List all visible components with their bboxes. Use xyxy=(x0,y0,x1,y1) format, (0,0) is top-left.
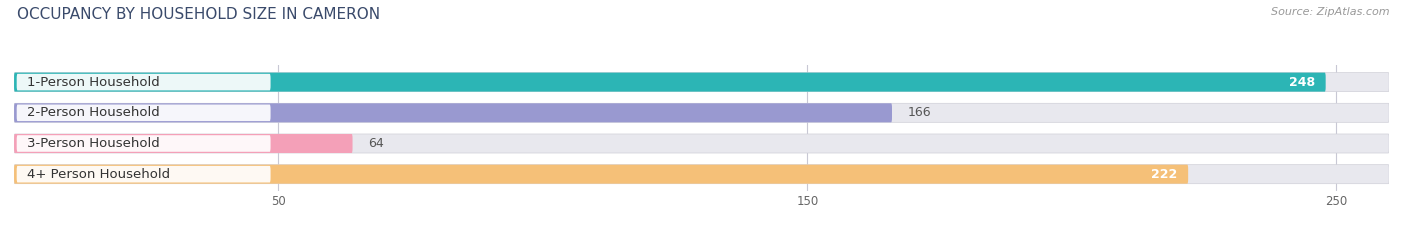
FancyBboxPatch shape xyxy=(17,74,270,90)
FancyBboxPatch shape xyxy=(14,103,891,122)
Text: 4+ Person Household: 4+ Person Household xyxy=(27,168,170,181)
Text: 64: 64 xyxy=(368,137,384,150)
Text: Source: ZipAtlas.com: Source: ZipAtlas.com xyxy=(1271,7,1389,17)
FancyBboxPatch shape xyxy=(14,73,1389,92)
Text: 2-Person Household: 2-Person Household xyxy=(27,106,160,119)
FancyBboxPatch shape xyxy=(17,166,270,182)
FancyBboxPatch shape xyxy=(14,134,353,153)
Text: 222: 222 xyxy=(1152,168,1178,181)
Text: 248: 248 xyxy=(1289,76,1315,89)
FancyBboxPatch shape xyxy=(14,73,1326,92)
Text: 1-Person Household: 1-Person Household xyxy=(27,76,160,89)
FancyBboxPatch shape xyxy=(17,135,270,152)
FancyBboxPatch shape xyxy=(14,134,1389,153)
Text: OCCUPANCY BY HOUSEHOLD SIZE IN CAMERON: OCCUPANCY BY HOUSEHOLD SIZE IN CAMERON xyxy=(17,7,380,22)
FancyBboxPatch shape xyxy=(14,103,1389,122)
FancyBboxPatch shape xyxy=(14,165,1188,184)
Text: 166: 166 xyxy=(908,106,932,119)
FancyBboxPatch shape xyxy=(17,105,270,121)
FancyBboxPatch shape xyxy=(14,165,1389,184)
Text: 3-Person Household: 3-Person Household xyxy=(27,137,160,150)
